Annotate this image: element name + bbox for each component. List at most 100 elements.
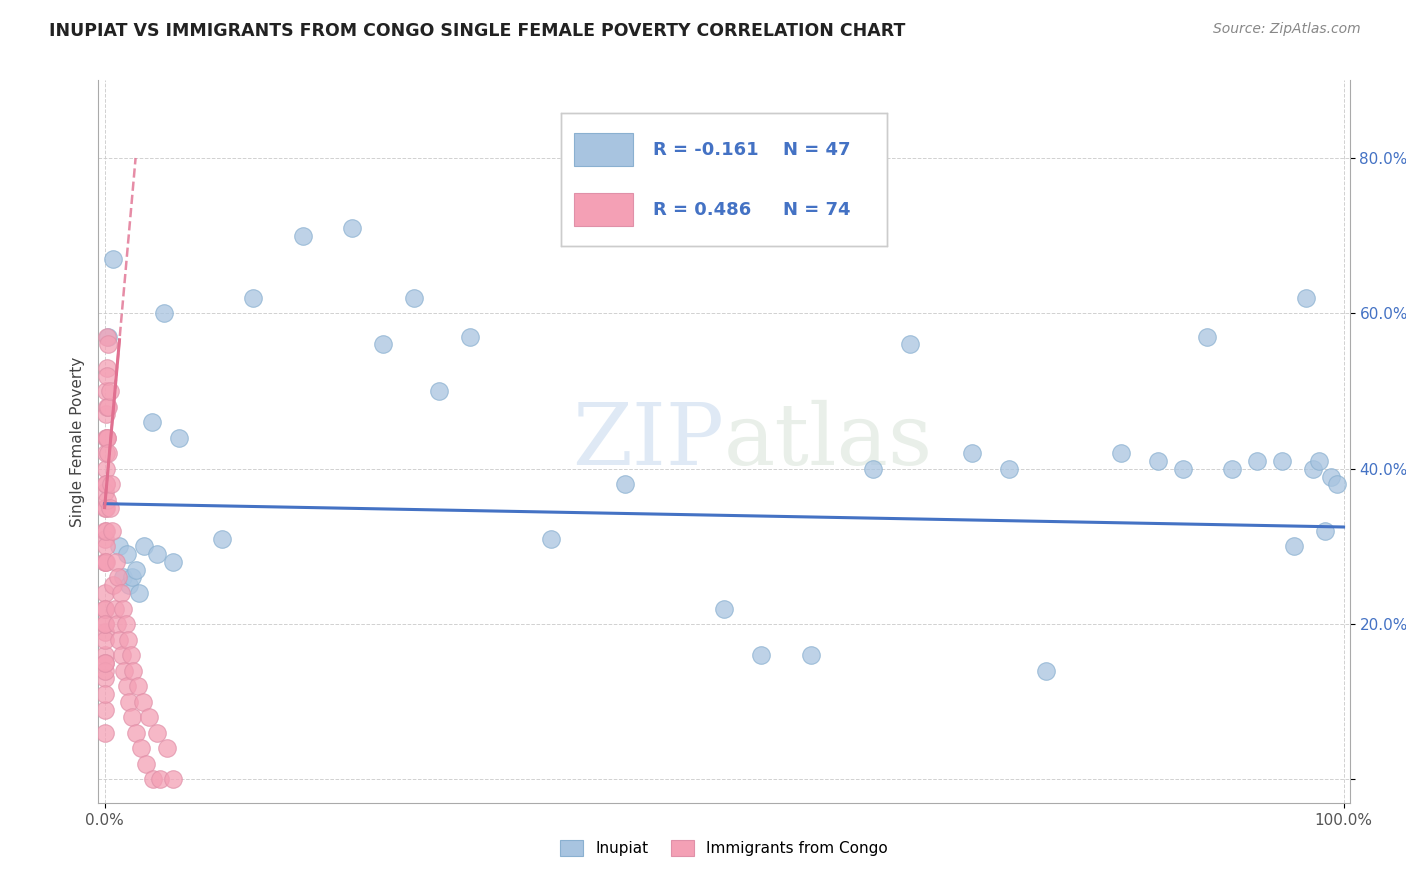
Point	[1282, 540, 1305, 554]
Point	[96, 492, 118, 507]
Point	[94, 485, 117, 500]
Point	[96, 431, 118, 445]
Point	[1313, 524, 1336, 538]
Point	[93, 726, 115, 740]
Point	[153, 306, 176, 320]
Point	[1035, 664, 1057, 678]
Point	[713, 601, 735, 615]
Point	[142, 772, 165, 787]
Point	[98, 500, 121, 515]
Point	[96, 446, 118, 460]
Text: Source: ZipAtlas.com: Source: ZipAtlas.com	[1213, 22, 1361, 37]
Point	[1220, 461, 1243, 475]
Point	[97, 446, 120, 460]
Point	[94, 586, 117, 600]
Point	[96, 400, 118, 414]
Point	[117, 632, 139, 647]
Point	[103, 578, 125, 592]
Point	[1295, 291, 1317, 305]
Point	[94, 555, 117, 569]
Point	[114, 617, 136, 632]
Point	[115, 679, 138, 693]
Y-axis label: Single Female Poverty: Single Female Poverty	[69, 357, 84, 526]
Point	[120, 648, 142, 663]
Point	[94, 601, 117, 615]
Point	[1171, 461, 1194, 475]
Point	[127, 679, 149, 693]
Point	[108, 632, 131, 647]
Point	[614, 477, 637, 491]
Point	[93, 672, 115, 686]
Point	[94, 431, 117, 445]
Point	[96, 368, 118, 383]
Point	[94, 477, 117, 491]
Point	[124, 726, 146, 740]
Point	[404, 291, 426, 305]
Point	[749, 648, 772, 663]
Point	[134, 540, 156, 554]
Point	[128, 586, 150, 600]
Point	[94, 540, 117, 554]
Point	[132, 695, 155, 709]
Point	[141, 415, 163, 429]
Point	[242, 291, 264, 305]
Point	[94, 656, 117, 670]
Point	[93, 702, 115, 716]
Point	[96, 477, 118, 491]
Point	[103, 252, 125, 266]
Point	[121, 710, 143, 724]
Point	[124, 563, 146, 577]
Point	[291, 228, 314, 243]
Point	[862, 461, 884, 475]
Point	[145, 547, 167, 561]
Point	[122, 664, 145, 678]
Point	[96, 329, 118, 343]
Legend: Inupiat, Immigrants from Congo: Inupiat, Immigrants from Congo	[553, 832, 896, 863]
Point	[118, 578, 141, 592]
Point	[94, 408, 117, 422]
Point	[108, 540, 131, 554]
Point	[94, 555, 117, 569]
Point	[93, 648, 115, 663]
Point	[111, 648, 134, 663]
Point	[97, 337, 120, 351]
Point	[103, 601, 125, 615]
Point	[149, 772, 172, 787]
Point	[93, 687, 115, 701]
Point	[1109, 446, 1132, 460]
Point	[93, 624, 115, 639]
Point	[427, 384, 450, 398]
Point	[112, 601, 135, 615]
Point	[1246, 454, 1268, 468]
Text: atlas: atlas	[724, 400, 934, 483]
Point	[800, 648, 823, 663]
Point	[342, 220, 364, 235]
Point	[94, 632, 117, 647]
Point	[167, 431, 190, 445]
Point	[898, 337, 921, 351]
Point	[94, 500, 117, 515]
Point	[373, 337, 395, 351]
Point	[110, 586, 132, 600]
Point	[94, 532, 117, 546]
Point	[115, 547, 138, 561]
Point	[94, 601, 117, 615]
Point	[121, 570, 143, 584]
Point	[540, 532, 562, 546]
Point	[94, 617, 117, 632]
Point	[97, 400, 120, 414]
Point	[1326, 477, 1348, 491]
Point	[112, 570, 135, 584]
Point	[114, 664, 136, 678]
Point	[94, 555, 117, 569]
Point	[105, 617, 128, 632]
Point	[98, 384, 121, 398]
Point	[101, 524, 124, 538]
Text: INUPIAT VS IMMIGRANTS FROM CONGO SINGLE FEMALE POVERTY CORRELATION CHART: INUPIAT VS IMMIGRANTS FROM CONGO SINGLE …	[49, 22, 905, 40]
Point	[96, 384, 118, 398]
Point	[1308, 454, 1330, 468]
Point	[104, 555, 127, 569]
Point	[1146, 454, 1168, 468]
Point	[94, 524, 117, 538]
Point	[134, 756, 156, 771]
